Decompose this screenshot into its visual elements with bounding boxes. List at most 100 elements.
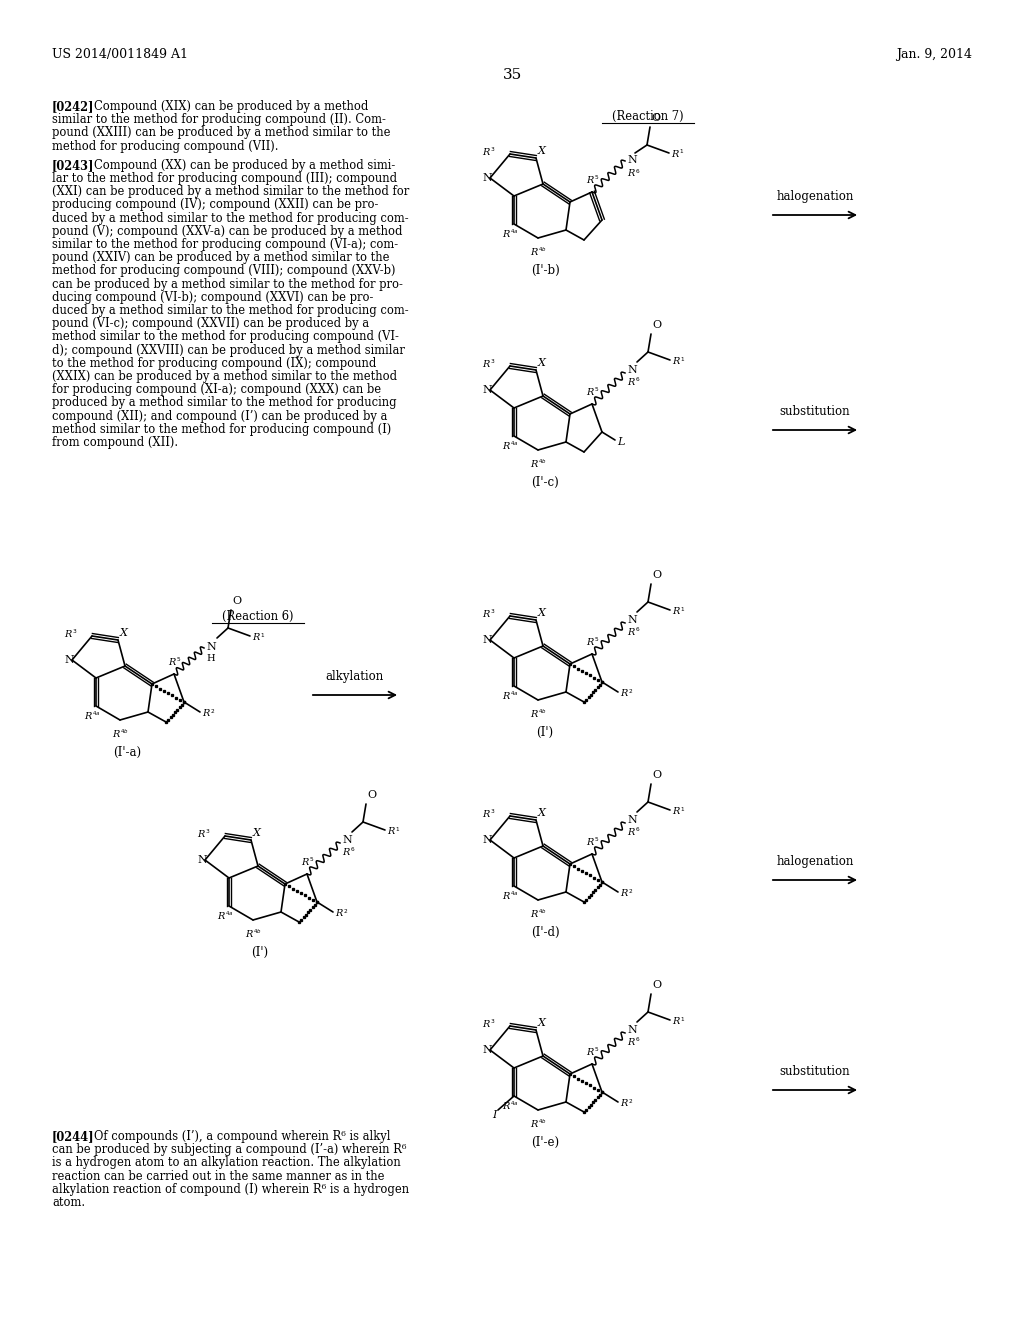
Text: R: R: [586, 638, 593, 647]
Text: O: O: [651, 114, 660, 123]
Text: R: R: [482, 810, 489, 818]
Text: $^2$: $^2$: [628, 888, 633, 898]
Text: $^1$: $^1$: [680, 807, 685, 814]
Text: R: R: [197, 830, 205, 840]
Text: $^2$: $^2$: [210, 709, 215, 717]
Text: R: R: [245, 931, 252, 939]
Text: R: R: [387, 828, 394, 836]
Text: R: R: [620, 1100, 628, 1107]
Text: can be produced by subjecting a compound (I’-a) wherein R⁶: can be produced by subjecting a compound…: [52, 1143, 407, 1156]
Text: N: N: [627, 615, 637, 624]
Text: R: R: [627, 628, 635, 638]
Text: R: R: [301, 858, 308, 867]
Text: pound (XXIV) can be produced by a method similar to the: pound (XXIV) can be produced by a method…: [52, 251, 389, 264]
Text: X: X: [120, 628, 128, 638]
Text: ducing compound (VI-b); compound (XXVI) can be pro-: ducing compound (VI-b); compound (XXVI) …: [52, 290, 374, 304]
Text: $^{4a}$: $^{4a}$: [510, 692, 518, 700]
Text: R: R: [530, 909, 538, 919]
Text: substitution: substitution: [779, 405, 850, 418]
Text: $^1$: $^1$: [680, 1016, 685, 1026]
Text: R: R: [530, 248, 538, 257]
Text: $^1$: $^1$: [680, 607, 685, 615]
Text: L: L: [617, 437, 625, 447]
Text: duced by a method similar to the method for producing com-: duced by a method similar to the method …: [52, 304, 409, 317]
Text: alkylation reaction of compound (I) wherein R⁶ is a hydrogen: alkylation reaction of compound (I) wher…: [52, 1183, 410, 1196]
Text: N: N: [482, 635, 492, 645]
Text: R: R: [620, 689, 628, 698]
Text: (Reaction 7): (Reaction 7): [612, 110, 684, 123]
Text: N: N: [627, 814, 637, 825]
Text: R: R: [502, 230, 509, 239]
Text: $^{4b}$: $^{4b}$: [538, 248, 547, 256]
Text: $^2$: $^2$: [343, 909, 348, 917]
Text: substitution: substitution: [779, 1065, 850, 1078]
Text: O: O: [652, 979, 662, 990]
Text: N: N: [627, 1026, 637, 1035]
Text: R: R: [530, 1119, 538, 1129]
Text: R: R: [482, 610, 489, 619]
Text: $^3$: $^3$: [205, 830, 210, 838]
Text: $^{4a}$: $^{4a}$: [510, 230, 518, 238]
Text: R: R: [63, 630, 72, 639]
Text: R: R: [502, 692, 509, 701]
Text: $^1$: $^1$: [395, 828, 400, 836]
Text: N: N: [482, 173, 492, 183]
Text: (Reaction 6): (Reaction 6): [222, 610, 294, 623]
Text: N: N: [197, 855, 207, 865]
Text: H: H: [206, 653, 215, 663]
Text: method for producing compound (VII).: method for producing compound (VII).: [52, 140, 279, 153]
Text: pound (VI-c); compound (XXVII) can be produced by a: pound (VI-c); compound (XXVII) can be pr…: [52, 317, 369, 330]
Text: $^{4a}$: $^{4a}$: [510, 442, 518, 450]
Text: R: R: [586, 388, 593, 397]
Text: pound (XXIII) can be produced by a method similar to the: pound (XXIII) can be produced by a metho…: [52, 127, 390, 140]
Text: $^{4b}$: $^{4b}$: [538, 1119, 547, 1129]
Text: (I'): (I'): [537, 726, 554, 739]
Text: to the method for producing compound (IX); compound: to the method for producing compound (IX…: [52, 356, 377, 370]
Text: method similar to the method for producing compound (I): method similar to the method for produci…: [52, 422, 391, 436]
Text: R: R: [586, 1048, 593, 1057]
Text: similar to the method for producing compound (II). Com-: similar to the method for producing comp…: [52, 114, 386, 127]
Text: R: R: [672, 1016, 679, 1026]
Text: O: O: [652, 319, 662, 330]
Text: X: X: [538, 609, 546, 618]
Text: R: R: [202, 709, 209, 718]
Text: R: R: [335, 909, 342, 917]
Text: R: R: [620, 888, 628, 898]
Text: N: N: [206, 642, 216, 652]
Text: $^2$: $^2$: [628, 1100, 633, 1107]
Text: (XXIX) can be produced by a method similar to the method: (XXIX) can be produced by a method simil…: [52, 370, 397, 383]
Text: halogenation: halogenation: [776, 190, 854, 203]
Text: $^{4a}$: $^{4a}$: [510, 892, 518, 900]
Text: R: R: [482, 360, 489, 370]
Text: from compound (XII).: from compound (XII).: [52, 436, 178, 449]
Text: R: R: [530, 459, 538, 469]
Text: X: X: [538, 808, 546, 818]
Text: (I'-b): (I'-b): [530, 264, 559, 277]
Text: $^1$: $^1$: [680, 356, 685, 366]
Text: N: N: [482, 836, 492, 845]
Text: (I'-d): (I'-d): [530, 927, 559, 939]
Text: X: X: [538, 147, 546, 156]
Text: N: N: [482, 385, 492, 395]
Text: lar to the method for producing compound (III); compound: lar to the method for producing compound…: [52, 172, 397, 185]
Text: N: N: [63, 655, 74, 665]
Text: $^1$: $^1$: [679, 150, 684, 158]
Text: X: X: [538, 358, 546, 368]
Text: reaction can be carried out in the same manner as in the: reaction can be carried out in the same …: [52, 1170, 384, 1183]
Text: $^{4a}$: $^{4a}$: [92, 711, 100, 719]
Text: $^5$: $^5$: [594, 638, 599, 645]
Text: d); compound (XXVIII) can be produced by a method similar: d); compound (XXVIII) can be produced by…: [52, 343, 404, 356]
Text: Compound (XX) can be produced by a method simi-: Compound (XX) can be produced by a metho…: [94, 158, 395, 172]
Text: R: R: [342, 847, 349, 857]
Text: $^3$: $^3$: [490, 810, 496, 818]
Text: $^6$: $^6$: [635, 169, 640, 177]
Text: N: N: [482, 1045, 492, 1055]
Text: R: R: [502, 1102, 509, 1111]
Text: method similar to the method for producing compound (VI-: method similar to the method for produci…: [52, 330, 399, 343]
Text: 35: 35: [503, 69, 521, 82]
Text: $^3$: $^3$: [72, 630, 78, 638]
Text: $^{4a}$: $^{4a}$: [225, 912, 233, 920]
Text: pound (V); compound (XXV-a) can be produced by a method: pound (V); compound (XXV-a) can be produ…: [52, 224, 402, 238]
Text: R: R: [84, 711, 91, 721]
Text: (I'): (I'): [252, 946, 268, 960]
